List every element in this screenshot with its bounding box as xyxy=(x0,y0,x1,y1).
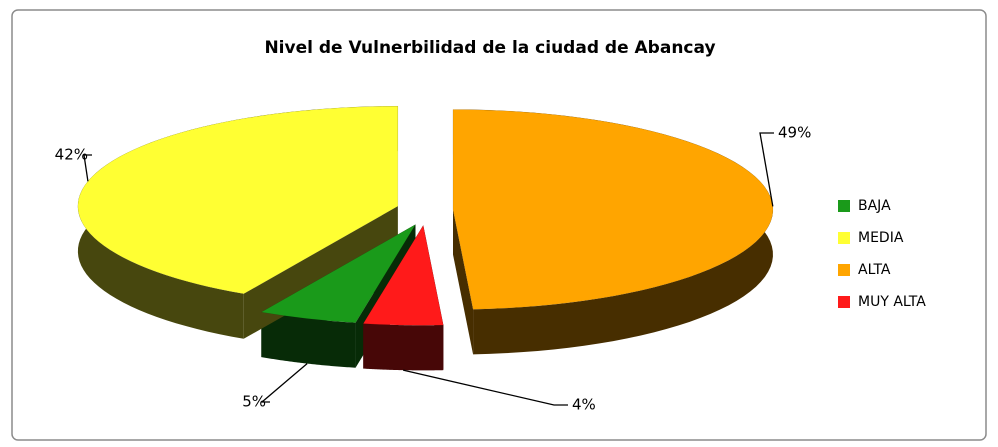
legend-swatch xyxy=(838,264,850,276)
leader-line xyxy=(759,132,774,207)
data-label: 4% xyxy=(572,396,596,414)
leader-line xyxy=(403,369,568,406)
slice-tops xyxy=(77,105,774,326)
slice xyxy=(260,223,417,323)
slice-side xyxy=(261,312,356,368)
slice-side xyxy=(452,209,474,355)
data-labels: 5% 42% 49% 4% xyxy=(55,124,812,414)
leader-line xyxy=(83,154,92,182)
data-label: 42% xyxy=(55,146,88,164)
legend-label: BAJA xyxy=(858,198,891,214)
data-label: 5% xyxy=(242,393,266,411)
slice xyxy=(362,224,444,326)
slice-side xyxy=(363,323,444,371)
leader-line xyxy=(260,363,308,403)
data-label: 49% xyxy=(778,124,811,142)
legend-swatch xyxy=(838,232,850,244)
legend-label: MEDIA xyxy=(858,230,904,246)
slice xyxy=(77,105,399,295)
chart-title: Nivel de Vulnerbilidad de la ciudad de A… xyxy=(264,38,715,58)
legend-label: ALTA xyxy=(858,262,891,278)
legend-swatch xyxy=(838,200,850,212)
legend: BAJA MEDIA ALTA MUY ALTA xyxy=(838,198,926,310)
legend-label: MUY ALTA xyxy=(858,294,926,310)
legend-swatch xyxy=(838,296,850,308)
